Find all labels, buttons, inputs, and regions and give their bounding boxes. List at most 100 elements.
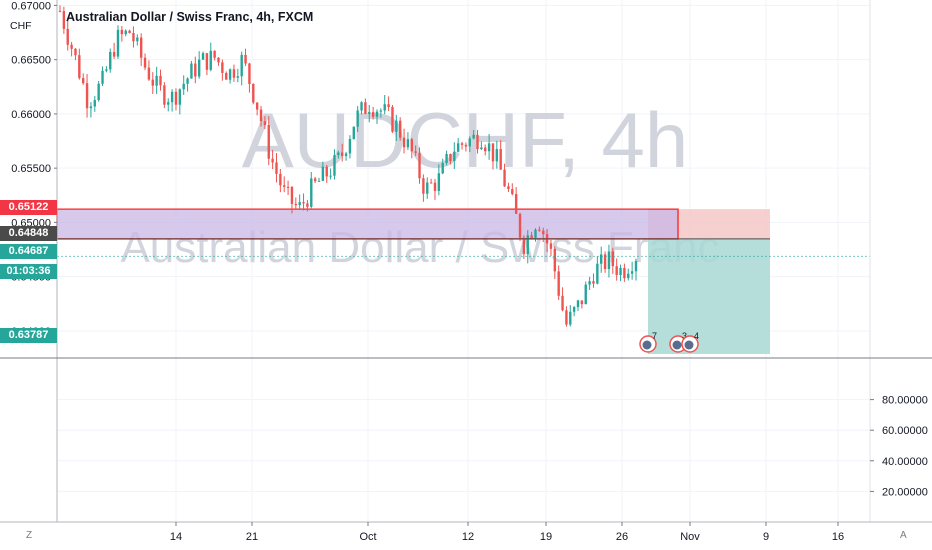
time-tick-label: Nov bbox=[680, 531, 700, 543]
time-tick-label: 19 bbox=[540, 531, 552, 543]
candle-body bbox=[298, 202, 301, 206]
candle-body bbox=[596, 263, 599, 284]
event-flag-icon bbox=[672, 340, 682, 350]
candle-body bbox=[538, 229, 541, 231]
event-marker: 7 bbox=[639, 331, 657, 353]
candle-body bbox=[607, 251, 611, 270]
auto-scale-z-button[interactable]: Z bbox=[26, 530, 33, 541]
candle-body bbox=[449, 154, 452, 162]
candle-body bbox=[460, 143, 464, 145]
candle-body bbox=[379, 110, 383, 112]
candle-body bbox=[603, 254, 607, 270]
candle-body bbox=[128, 30, 131, 34]
candle-body bbox=[93, 100, 96, 107]
candle-body bbox=[236, 76, 240, 78]
candle-body bbox=[406, 139, 410, 148]
candle-body bbox=[263, 121, 267, 126]
candle-body bbox=[580, 300, 584, 305]
candle-body bbox=[391, 107, 394, 132]
candle-body bbox=[437, 173, 441, 191]
candle-body bbox=[275, 162, 278, 174]
candle-body bbox=[255, 102, 259, 110]
price-tick-label: 0.66500 bbox=[11, 55, 51, 67]
indicator-tick-label: 20.00000 bbox=[882, 486, 928, 498]
candle-body bbox=[85, 83, 89, 109]
candle-body bbox=[542, 230, 545, 235]
candle-body bbox=[190, 63, 193, 79]
candle-body bbox=[569, 311, 572, 325]
candle-body bbox=[348, 139, 352, 154]
candle-body bbox=[201, 53, 205, 60]
candle-body bbox=[634, 260, 638, 272]
candle-body bbox=[507, 186, 510, 190]
candle-body bbox=[221, 62, 224, 73]
candle-body bbox=[402, 137, 406, 148]
time-tick-label: 16 bbox=[832, 531, 844, 543]
candle-body bbox=[259, 109, 263, 122]
candle-body bbox=[576, 300, 580, 308]
candle-body bbox=[341, 152, 344, 156]
candle-body bbox=[534, 229, 537, 239]
candle-body bbox=[414, 151, 417, 153]
candle-body bbox=[139, 37, 143, 58]
event-flag-icon bbox=[642, 340, 652, 350]
price-tag: 0.64687 bbox=[0, 244, 57, 259]
candle-body bbox=[383, 104, 386, 111]
candle-body bbox=[364, 102, 367, 114]
time-tick-label: 12 bbox=[462, 531, 474, 543]
candle-body bbox=[484, 147, 487, 152]
candle-body bbox=[271, 158, 274, 163]
auto-scale-a-button[interactable]: A bbox=[900, 530, 907, 541]
watermark-symbol: AUDCHF, 4h bbox=[242, 96, 688, 184]
candle-body bbox=[600, 254, 603, 264]
candle-body bbox=[480, 147, 483, 150]
candle-body bbox=[240, 54, 243, 77]
time-tick-label: 21 bbox=[246, 531, 258, 543]
candle-body bbox=[143, 57, 147, 68]
price-tag: 0.64848 bbox=[0, 226, 57, 241]
candle-body bbox=[62, 11, 66, 29]
candle-body bbox=[445, 154, 448, 163]
candle-body bbox=[561, 295, 564, 311]
candle-body bbox=[352, 126, 355, 140]
candle-body bbox=[456, 143, 460, 152]
candle-body bbox=[557, 271, 560, 296]
candle-body bbox=[410, 139, 413, 152]
candle-body bbox=[422, 178, 425, 194]
candle-body bbox=[464, 144, 468, 147]
candle-body bbox=[286, 186, 290, 188]
candle-body bbox=[182, 83, 185, 90]
candle-body bbox=[58, 10, 62, 12]
candle-body bbox=[66, 28, 69, 45]
candle-body bbox=[329, 175, 332, 177]
candle-body bbox=[368, 112, 371, 114]
candle-body bbox=[97, 83, 100, 101]
candle-body bbox=[619, 267, 622, 276]
candle-body bbox=[213, 50, 216, 58]
candle-body bbox=[136, 37, 139, 42]
candle-body bbox=[116, 29, 120, 57]
candle-body bbox=[584, 284, 587, 305]
candle-body bbox=[615, 266, 618, 276]
event-marker-count: 4 bbox=[694, 331, 699, 341]
candle-body bbox=[101, 70, 104, 84]
candle-body bbox=[89, 106, 93, 109]
candle-body bbox=[549, 243, 553, 249]
candle-body bbox=[426, 182, 429, 194]
candle-body bbox=[267, 125, 270, 159]
candle-body bbox=[225, 72, 228, 80]
candle-body bbox=[155, 75, 158, 86]
price-tick-label: 0.67000 bbox=[11, 0, 51, 12]
candle-body bbox=[398, 120, 402, 138]
candle-body bbox=[167, 102, 170, 105]
candle-body bbox=[360, 102, 363, 111]
candle-body bbox=[592, 281, 595, 284]
candle-body bbox=[499, 149, 502, 170]
candle-body bbox=[283, 185, 286, 187]
candle-body bbox=[124, 30, 127, 35]
price-tag: 01:03:36 bbox=[0, 264, 57, 279]
candle-body bbox=[588, 281, 591, 285]
